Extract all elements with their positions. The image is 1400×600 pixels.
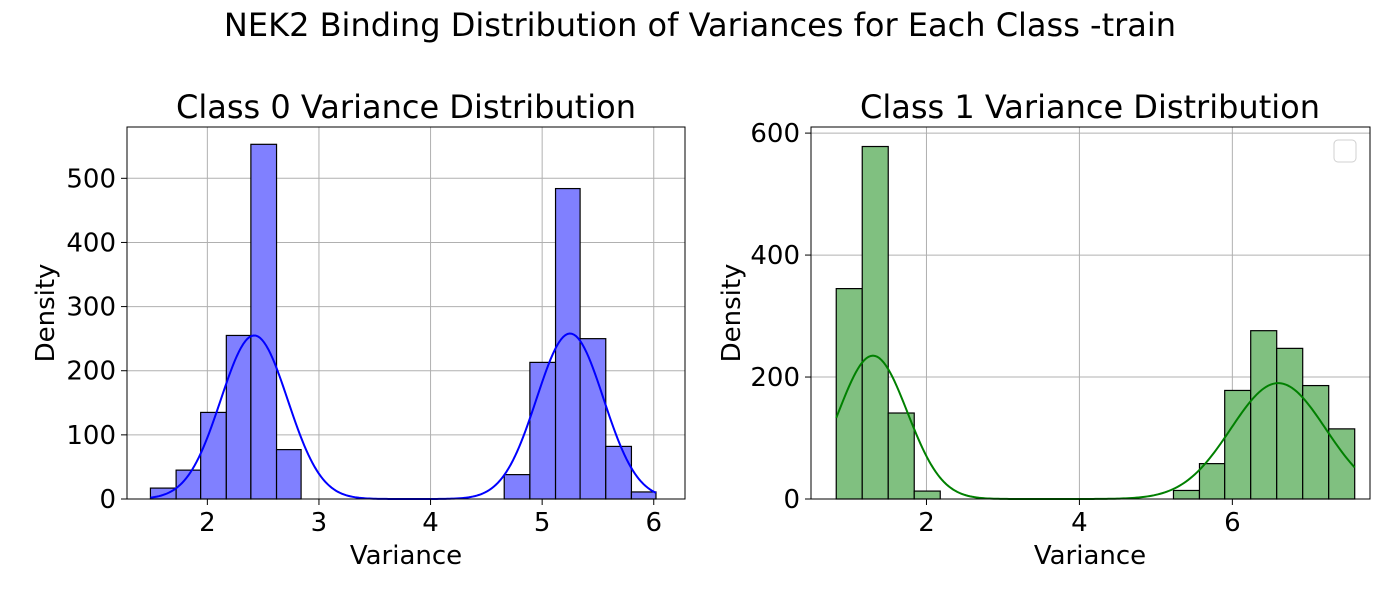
chart0-ytick-label: 100 xyxy=(66,421,116,451)
chart0-plot-frame xyxy=(126,126,686,500)
chart0-ylabel: Density xyxy=(31,264,61,363)
figure-title: NEK2 Binding Distribution of Variances f… xyxy=(223,6,1177,44)
chart0-xlabel: Variance xyxy=(350,541,462,571)
chart1-ytick-label: 200 xyxy=(750,363,800,393)
chart0-ytick-label: 400 xyxy=(66,228,116,258)
chart1-bar-0 xyxy=(835,288,863,500)
chart1-xtick-label: 6 xyxy=(1224,508,1241,538)
chart1-bar-5 xyxy=(1198,463,1226,500)
chart1-ytick-label: 0 xyxy=(783,485,800,515)
chart0-bar-4 xyxy=(250,143,278,500)
chart1-bar-4 xyxy=(1172,489,1201,500)
chart0-xtick-label: 6 xyxy=(645,508,662,538)
chart1-legend-box xyxy=(1333,139,1357,163)
chart0-xtick-label: 5 xyxy=(534,508,551,538)
chart0-bar-3 xyxy=(225,334,252,500)
chart1-bar-3 xyxy=(913,490,941,500)
chart1-ytick-label: 600 xyxy=(750,119,800,149)
chart1-ylabel: Density xyxy=(717,264,747,363)
chart0-ytick-label: 0 xyxy=(99,485,116,515)
chart0-ytick-label: 300 xyxy=(66,293,116,323)
chart0-xtick-label: 2 xyxy=(199,508,216,538)
chart1-xlabel: Variance xyxy=(1034,541,1146,571)
chart0-ytick-label: 200 xyxy=(66,357,116,387)
chart1-xtick-label: 2 xyxy=(918,508,935,538)
chart0-bar-5 xyxy=(275,449,302,500)
chart1-plot-frame xyxy=(810,126,1371,500)
chart0-xtick-label: 3 xyxy=(311,508,328,538)
chart1-ytick-label: 400 xyxy=(750,241,800,271)
chart1-bar-8 xyxy=(1276,347,1304,500)
chart0-title: Class 0 Variance Distribution xyxy=(176,88,636,126)
chart0-xtick-label: 4 xyxy=(422,508,439,538)
chart1-bar-2 xyxy=(887,412,915,500)
chart0-ytick-label: 500 xyxy=(66,164,116,194)
chart1-bar-7 xyxy=(1250,330,1278,500)
chart1-title: Class 1 Variance Distribution xyxy=(860,88,1320,126)
chart1-bar-1 xyxy=(861,145,889,500)
chart0-bar-8 xyxy=(554,187,581,500)
chart0-bar-10 xyxy=(605,445,633,500)
chart1-xtick-label: 4 xyxy=(1071,508,1088,538)
chart0-bar-7 xyxy=(529,361,557,500)
